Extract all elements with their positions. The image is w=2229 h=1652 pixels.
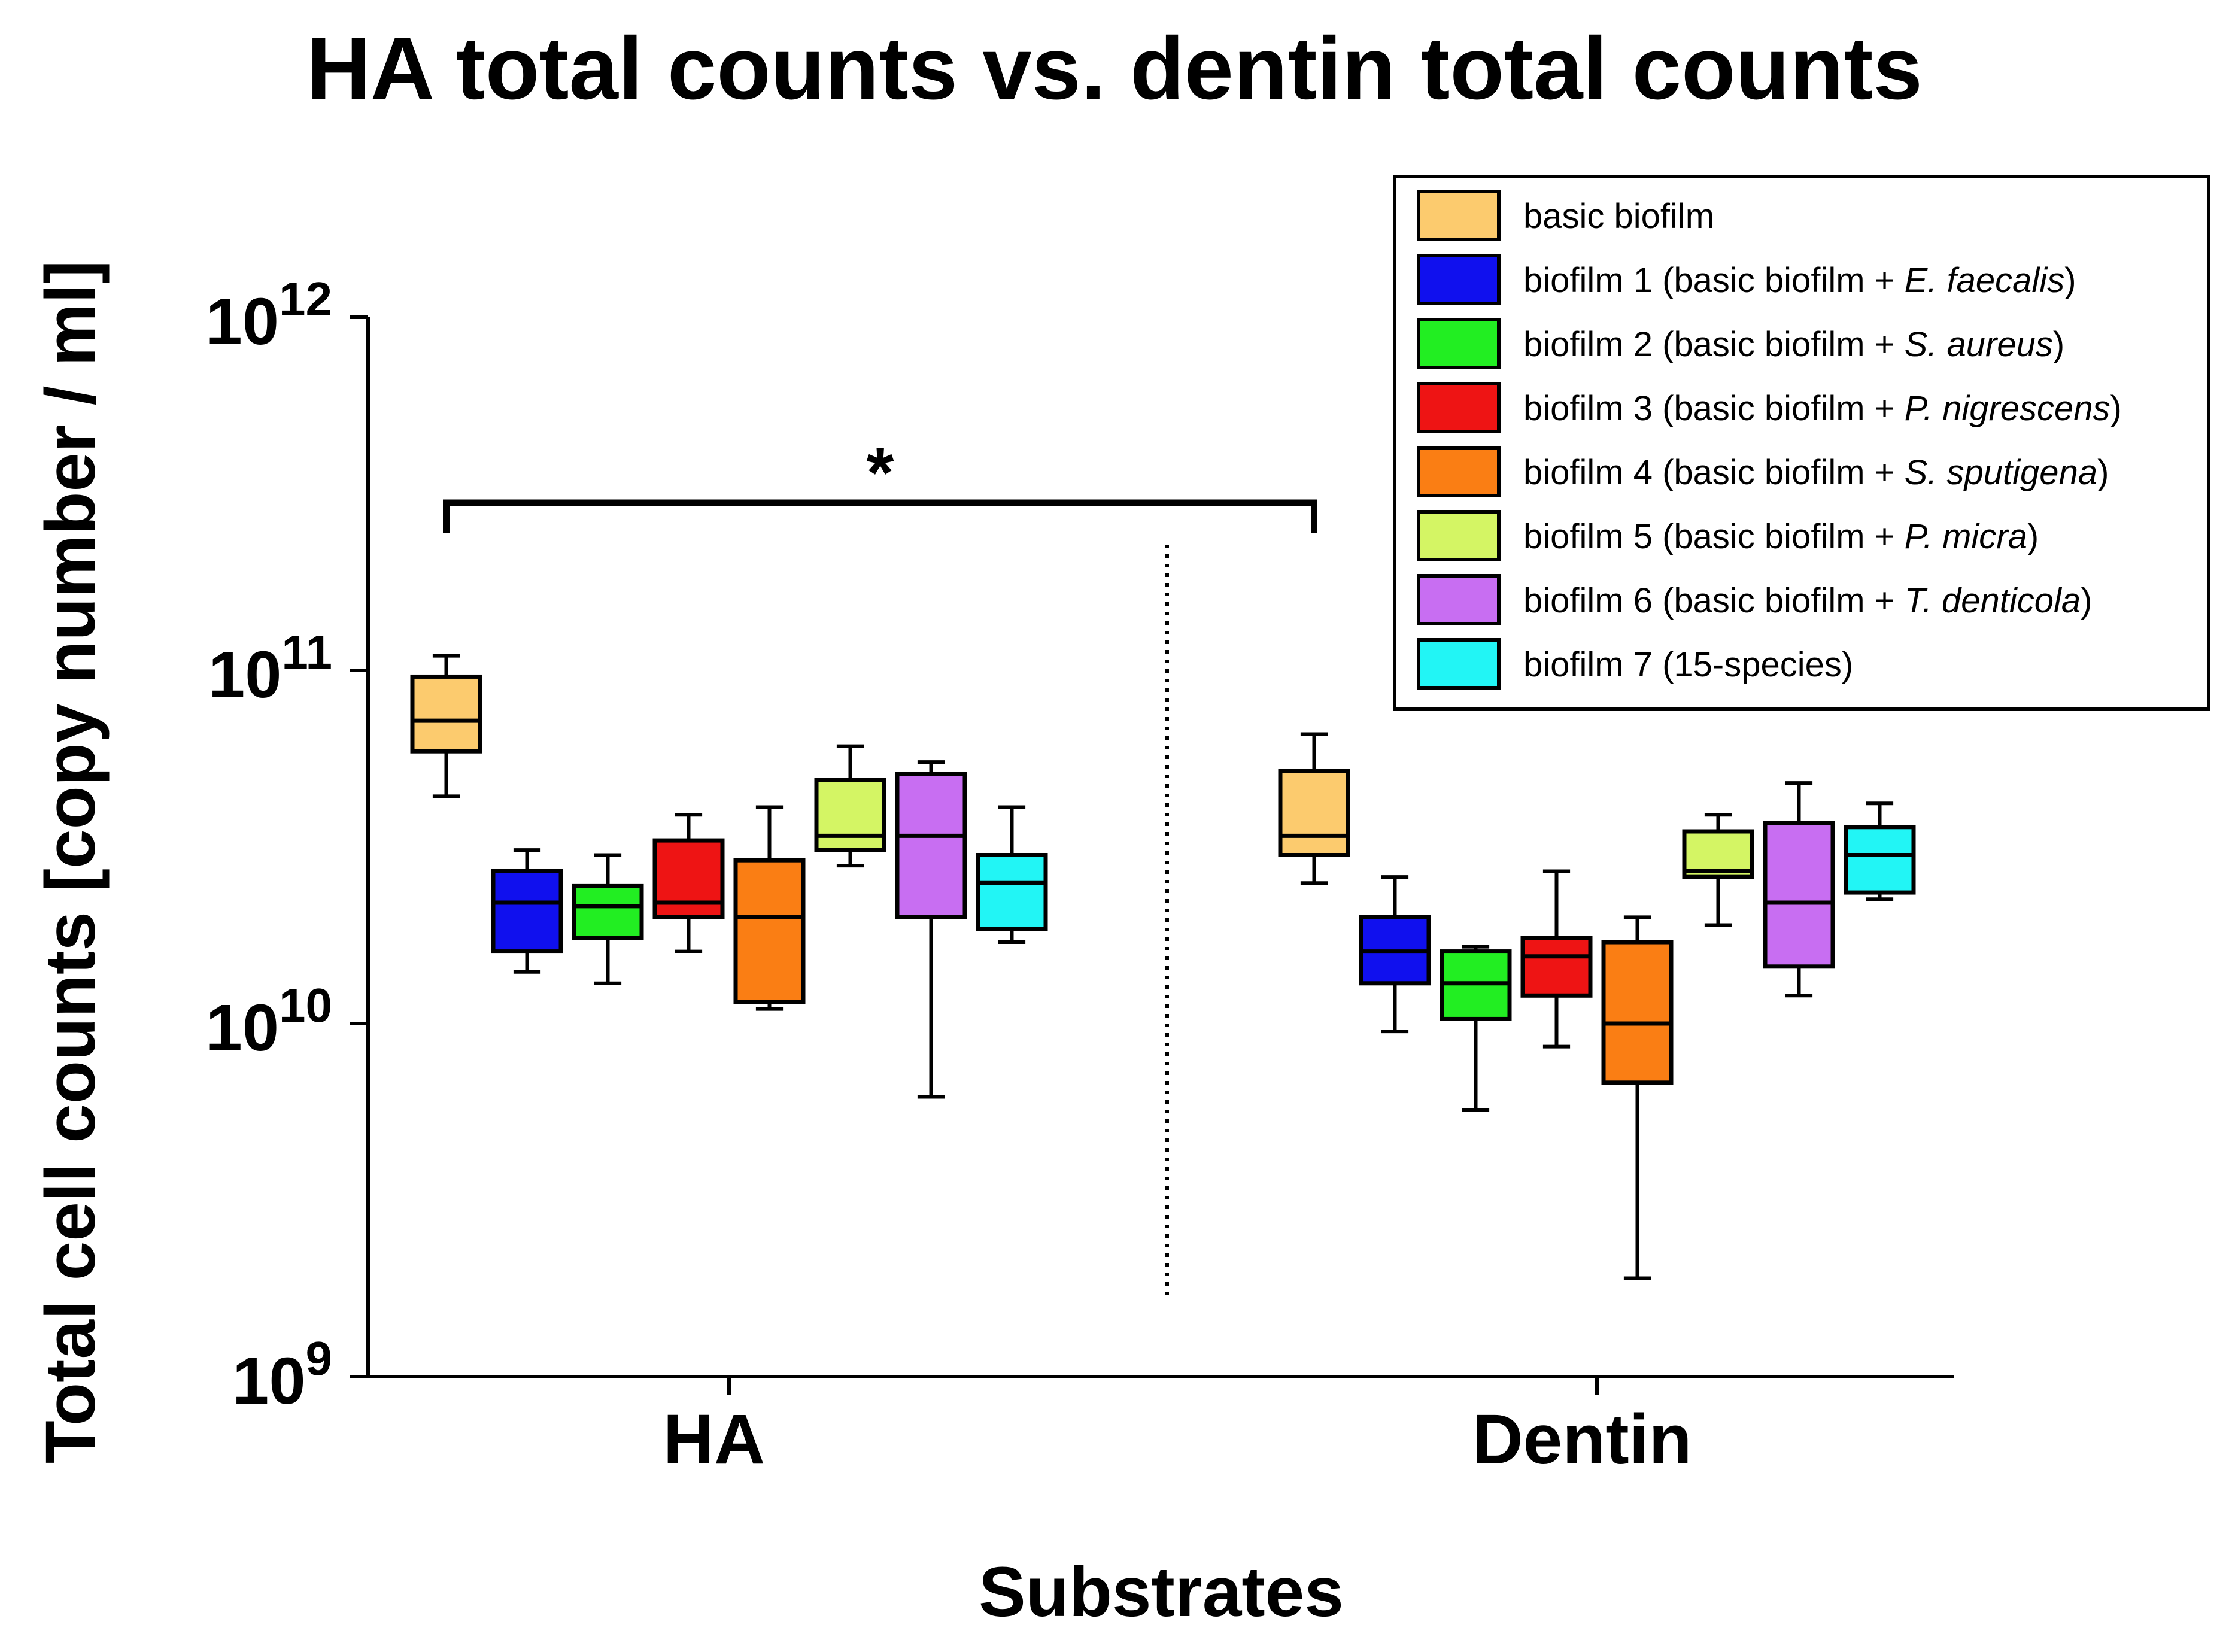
legend-swatch [1417, 254, 1501, 305]
box [976, 852, 1048, 931]
legend-label: biofilm 2 (basic biofilm + S. aureus) [1523, 325, 2064, 364]
y-axis-title: Total cell counts [copy number / ml] [31, 260, 110, 1464]
series-group [491, 848, 1431, 1034]
legend-swatch [1417, 446, 1501, 497]
x-tick-label: HA [663, 1400, 765, 1479]
series-group [976, 801, 1916, 945]
series-group [733, 805, 1674, 1280]
legend-label: biofilm 7 (15-species) [1523, 645, 1853, 684]
y-tick-label: 1011 [208, 625, 332, 712]
legend-label: basic biofilm [1523, 197, 1714, 236]
box [1278, 769, 1350, 857]
box [814, 778, 886, 852]
legend-label: biofilm 3 (basic biofilm + P. nigrescens… [1523, 389, 2122, 428]
y-tick-labels: 109 1010 1011 1012 [206, 272, 368, 1418]
box [572, 883, 644, 940]
legend-swatch [1417, 510, 1501, 561]
box-series [410, 654, 1916, 1280]
x-tick-labels: HA Dentin [663, 1377, 1692, 1479]
legend-label: biofilm 6 (basic biofilm + T. denticola) [1523, 581, 2092, 620]
legend-swatch [1417, 574, 1501, 625]
legend-swatch [1417, 382, 1501, 433]
box [652, 838, 725, 919]
series-group [410, 654, 1350, 885]
x-axis-title: Substrates [979, 1553, 1344, 1632]
box [1844, 825, 1916, 895]
series-group [895, 760, 1835, 1099]
x-tick-label: Dentin [1472, 1400, 1692, 1479]
box [1520, 936, 1593, 998]
legend-label: biofilm 1 (basic biofilm + E. faecalis) [1523, 261, 2076, 300]
bracket-line [443, 499, 1317, 533]
chart-title: HA total counts vs. dentin total counts [306, 19, 1923, 118]
significance-bracket: * [443, 433, 1317, 533]
box [1601, 940, 1674, 1085]
significance-star: * [867, 433, 894, 512]
legend-swatch [1417, 318, 1501, 369]
box [410, 674, 482, 754]
box [491, 868, 563, 954]
y-tick-label: 1012 [206, 272, 332, 359]
box [895, 772, 967, 919]
y-tick-label: 1010 [206, 979, 332, 1065]
legend-box [1393, 175, 2210, 711]
legend-swatch [1417, 638, 1501, 690]
box [1763, 821, 1835, 969]
legend-swatch [1417, 190, 1501, 241]
legend-label: biofilm 4 (basic biofilm + S. sputigena) [1523, 453, 2109, 492]
y-tick-label: 109 [232, 1332, 332, 1418]
legend-label: biofilm 5 (basic biofilm + P. micra) [1523, 517, 2039, 556]
series-group [572, 853, 1512, 1112]
legend: basic biofilm biofilm 1 (basic biofilm + … [1393, 175, 2210, 711]
axes [366, 317, 1954, 1378]
series-group [814, 744, 1754, 927]
box [733, 858, 806, 1004]
series-group [652, 813, 1593, 1049]
